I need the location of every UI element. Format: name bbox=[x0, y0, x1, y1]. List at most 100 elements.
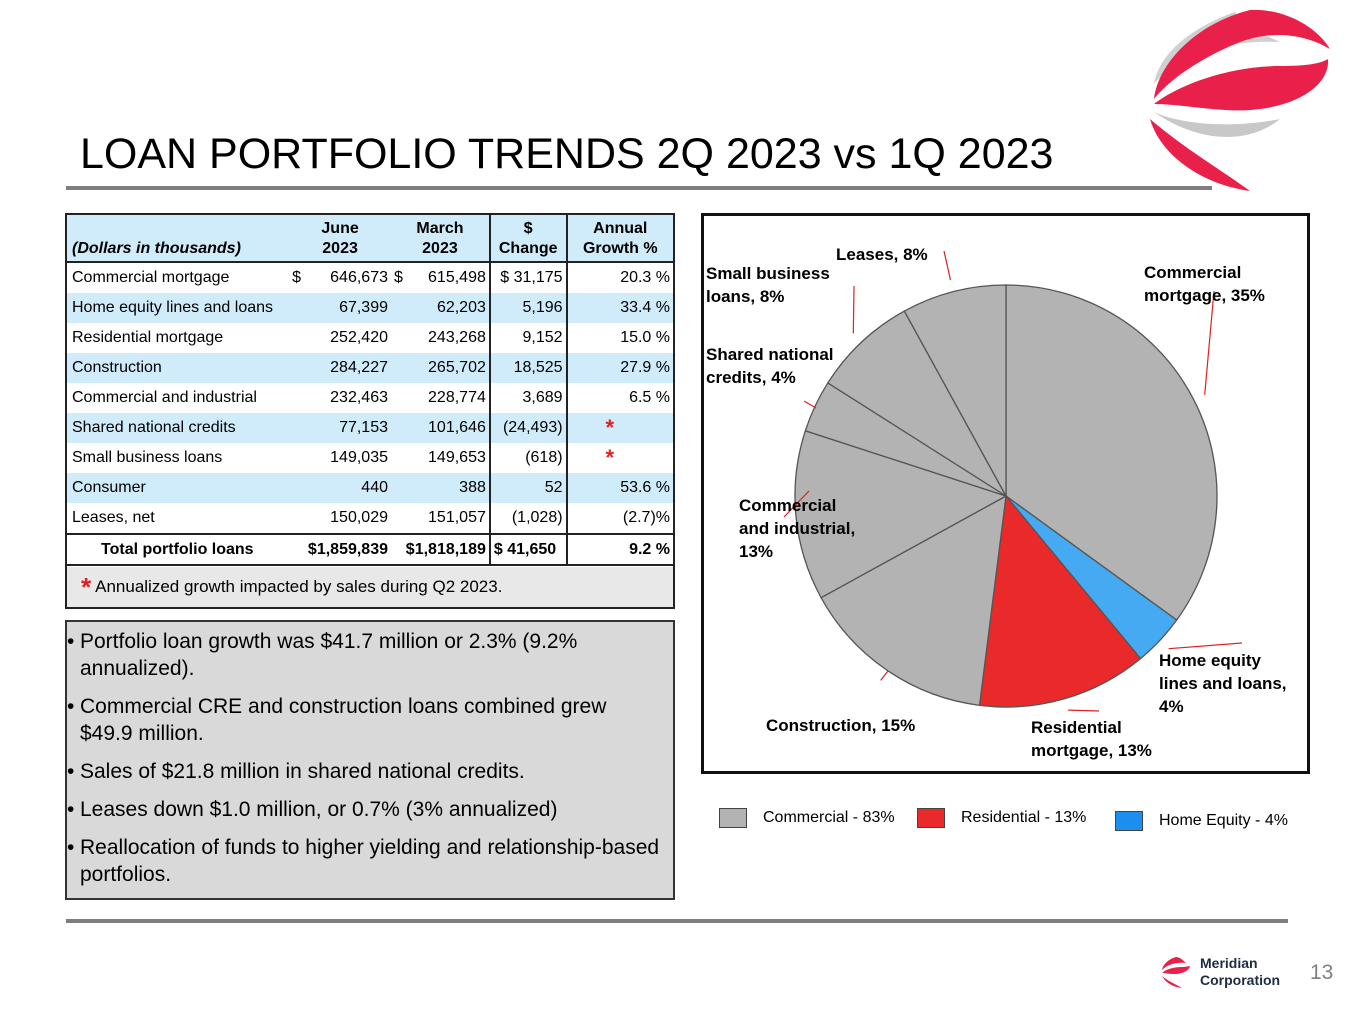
row-june: 149,035 bbox=[330, 449, 388, 466]
table-footnote: * Annualized growth impacted by sales dur… bbox=[67, 567, 673, 607]
row-label: Leases, net bbox=[72, 509, 155, 526]
total-change: $ 41,650 bbox=[488, 533, 567, 566]
row-june: 67,399 bbox=[289, 293, 391, 323]
slice-label: Leases, 8% bbox=[836, 245, 928, 264]
brand-logo-icon bbox=[1162, 957, 1190, 988]
total-growth: 9.2 % bbox=[565, 533, 673, 566]
row-change: (618) bbox=[488, 443, 567, 473]
row-change: (1,028) bbox=[488, 503, 567, 534]
legend-label: Residential - 13% bbox=[961, 809, 1087, 826]
brand-name: Meridian Corporation bbox=[1200, 955, 1280, 989]
row-march: 388 bbox=[391, 473, 490, 503]
table-row: Construction 284,227 265,702 18,525 27.9… bbox=[67, 353, 673, 383]
loan-table: (Dollars in thousands) June 2023 March 202… bbox=[67, 215, 673, 566]
row-growth-asterisk: * bbox=[565, 413, 673, 443]
table-header-row: (Dollars in thousands) June 2023 March 202… bbox=[67, 215, 673, 263]
legend-label: Commercial - 83% bbox=[763, 809, 895, 826]
pie-slice-construction bbox=[820, 494, 1007, 707]
bullet-item: Portfolio loan growth was $41.7 million … bbox=[67, 628, 663, 682]
slice-label: Commercial and industrial, 13% bbox=[739, 496, 855, 561]
leader-line bbox=[852, 285, 855, 334]
pie-slice-commercial-mortgage bbox=[1005, 284, 1218, 621]
row-march: $615,498 bbox=[394, 269, 486, 286]
pie-slice-leases bbox=[903, 284, 1007, 497]
table-row: Commercial mortgage $646,673 $615,498 $ … bbox=[67, 262, 673, 293]
row-june: 284,227 bbox=[289, 353, 391, 383]
row-june: 440 bbox=[289, 473, 391, 503]
legend-commercial: Commercial - 83% bbox=[719, 808, 895, 828]
row-march: 265,702 bbox=[391, 353, 490, 383]
brand-swirl-logo bbox=[1150, 9, 1330, 191]
slice-label: Shared national credits, 4% bbox=[706, 345, 834, 387]
bullet-item: Commercial CRE and construction loans co… bbox=[67, 693, 663, 747]
row-growth-asterisk: * bbox=[565, 443, 673, 473]
slice-label: Small business loans, 8% bbox=[706, 264, 830, 306]
bullet-item: Reallocation of funds to higher yielding… bbox=[67, 834, 663, 888]
row-march: 228,774 bbox=[428, 389, 486, 406]
title-divider bbox=[66, 186, 1212, 190]
row-march: 62,203 bbox=[391, 293, 490, 323]
row-label: Construction bbox=[67, 353, 290, 383]
legend-label: Home Equity - 4% bbox=[1159, 812, 1288, 829]
row-label: Consumer bbox=[67, 473, 290, 503]
slice-label: Commercial mortgage, 35% bbox=[1144, 263, 1265, 305]
footer-divider bbox=[66, 919, 1288, 923]
row-growth: 53.6 % bbox=[565, 473, 673, 503]
table-row: Shared national credits 77,153 101,646 (… bbox=[67, 413, 673, 443]
leader-line bbox=[803, 400, 817, 409]
pie-slice-commercial-and-industrial bbox=[794, 429, 1008, 599]
slice-label: Construction, 15% bbox=[766, 716, 915, 735]
slice-label: Home equity lines and loans, 4% bbox=[1159, 651, 1287, 716]
leader-line bbox=[783, 490, 810, 518]
row-june: $646,673 bbox=[292, 269, 388, 286]
row-label: Shared national credits bbox=[67, 413, 290, 443]
page-title: LOAN PORTFOLIO TRENDS 2Q 2023 vs 1Q 2023 bbox=[80, 130, 1054, 178]
brand-footer: Meridian Corporation bbox=[1160, 955, 1280, 989]
row-label: Small business loans bbox=[72, 449, 223, 466]
table-row: Leases, net 150,029 151,057 (1,028) (2.7… bbox=[67, 503, 673, 534]
brand-line2: Corporation bbox=[1200, 972, 1281, 988]
legend-swatch-residential bbox=[917, 808, 945, 828]
row-march: 149,653 bbox=[428, 449, 486, 466]
header-june: June 2023 bbox=[289, 215, 391, 263]
row-march: 243,268 bbox=[428, 329, 486, 346]
row-growth: 15.0 % bbox=[565, 323, 673, 353]
table-row: Home equity lines and loans 67,399 62,20… bbox=[67, 293, 673, 323]
legend-swatch-commercial bbox=[719, 808, 747, 828]
row-change: 9,152 bbox=[488, 323, 567, 353]
page-number: 13 bbox=[1310, 961, 1334, 984]
header-change: $ Change bbox=[488, 215, 567, 263]
leader-line bbox=[1204, 290, 1215, 395]
row-march: 101,646 bbox=[391, 413, 490, 443]
loan-table-panel: (Dollars in thousands) June 2023 March 202… bbox=[65, 213, 675, 609]
total-label: Total portfolio loans bbox=[67, 533, 290, 566]
row-growth: 27.9 % bbox=[565, 353, 673, 383]
row-change: 18,525 bbox=[488, 353, 567, 383]
row-label: Commercial mortgage bbox=[72, 269, 230, 286]
bullet-item: Leases down $1.0 million, or 0.7% (3% an… bbox=[67, 796, 663, 823]
brand-line1: Meridian bbox=[1200, 955, 1258, 971]
header-growth: Annual Growth % bbox=[565, 215, 673, 263]
footnote-text: Annualized growth impacted by sales duri… bbox=[95, 577, 503, 596]
table-row: Consumer 440 388 52 53.6 % bbox=[67, 473, 673, 503]
table-row: Commercial and industrial 232,463 228,77… bbox=[67, 383, 673, 413]
header-dollars: (Dollars in thousands) bbox=[67, 215, 290, 263]
pie-slice-small-business-loans bbox=[826, 310, 1007, 497]
row-label: Home equity lines and loans bbox=[67, 293, 290, 323]
legend-residential: Residential - 13% bbox=[917, 808, 1086, 828]
row-label: Residential mortgage bbox=[72, 329, 224, 346]
table-total-row: Total portfolio loans $1,859,839 $1,818,… bbox=[67, 533, 673, 566]
row-label: Commercial and industrial bbox=[72, 389, 257, 406]
row-growth: 20.3 % bbox=[565, 262, 673, 293]
slice-label: Residential mortgage, 13% bbox=[1031, 718, 1152, 760]
bullet-item: Sales of $21.8 million in shared nationa… bbox=[67, 758, 663, 785]
row-change: 5,196 bbox=[488, 293, 567, 323]
pie-chart: Commercial mortgage, 35% Home equity lines … bbox=[706, 245, 1287, 760]
row-change: $ 31,175 bbox=[488, 262, 567, 293]
footnote-asterisk: * bbox=[81, 572, 92, 602]
row-growth: 33.4 % bbox=[565, 293, 673, 323]
row-june: 232,463 bbox=[330, 389, 388, 406]
row-june: 77,153 bbox=[289, 413, 391, 443]
row-june: 252,420 bbox=[330, 329, 388, 346]
legend-swatch-home-equity bbox=[1115, 811, 1143, 831]
